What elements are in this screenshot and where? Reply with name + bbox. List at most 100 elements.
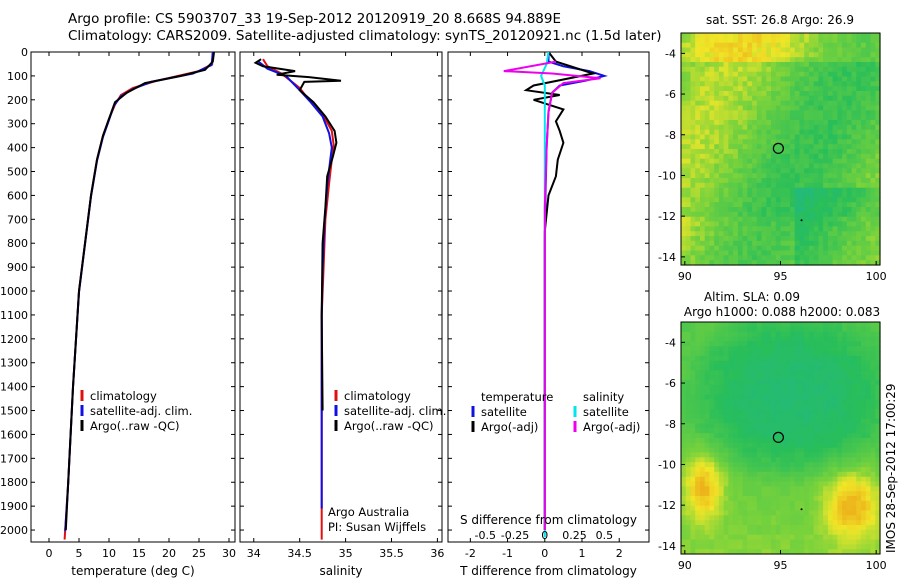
legend-title-salinity: salinity (583, 390, 624, 404)
map-y-tick-label: -14 (658, 251, 676, 264)
y-tick-label: 1600 (0, 428, 28, 441)
y-tick-label: 1700 (0, 452, 28, 465)
map-x-tick-label: 95 (774, 270, 788, 283)
profile-panel-1: 0 5 10 15 20 25 300100200300400500600700800900… (0, 46, 236, 578)
x-axis-label: temperature (deg C) (71, 564, 194, 578)
argo-position-marker (772, 431, 784, 443)
map-x-tick-label: 90 (678, 270, 692, 283)
plot-frame (30, 51, 236, 543)
plot-frame (239, 51, 443, 543)
secondary-x-tick-label: -0.5 (474, 529, 495, 542)
series-line-4 (503, 60, 601, 530)
map-y-tick-label: -8 (665, 129, 676, 142)
x-tick-label: 35.5 (379, 547, 404, 560)
map-x-tick-label: 100 (866, 559, 887, 572)
legend-entry: Argo(-adj) (481, 420, 538, 434)
secondary-x-tick-label: 0 (541, 529, 548, 542)
y-tick-label: 600 (7, 189, 28, 202)
y-tick-label: 1300 (0, 357, 28, 370)
y-tick-label: 400 (7, 142, 28, 155)
x-axis-label: salinity (319, 564, 362, 578)
series-line-3 (253, 58, 342, 411)
y-tick-label: 2000 (0, 524, 28, 537)
map-y-tick-label: -10 (658, 458, 676, 471)
y-tick-label: 1900 (0, 500, 28, 513)
map-y-tick-label: -12 (658, 210, 676, 223)
secondary-x-tick-label: -0.25 (501, 529, 529, 542)
x-tick-label: 34 (247, 547, 261, 560)
sla-map-title-line1: Altim. SLA: 0.09 (704, 290, 800, 304)
y-tick-label: 300 (7, 118, 28, 131)
profile-panel-2: 34 34.5 35 35.5 36 salinity (239, 51, 444, 578)
legend-entry: satellite (481, 405, 527, 419)
x-axis-label: T difference from climatology (459, 564, 637, 578)
figure-title-line1: Argo profile: CS 5903707_33 19-Sep-2012 … (68, 11, 562, 27)
legend-title-temperature: temperature (481, 390, 553, 404)
series-line-3 (64, 51, 215, 531)
x-tick-label: 35 (339, 547, 353, 560)
legend-entry: climatology (344, 389, 411, 403)
panel-annotation: Argo Australia (328, 505, 409, 519)
legend-entry: Argo(..raw -QC) (90, 419, 180, 433)
y-tick-label: 900 (7, 261, 28, 274)
map-y-tick-label: -12 (658, 499, 676, 512)
map-y-tick-label: -6 (665, 88, 676, 101)
y-tick-label: 500 (7, 166, 28, 179)
map-y-tick-label: -4 (665, 336, 676, 349)
y-tick-label: 800 (7, 237, 28, 250)
legend-entry: Argo(-adj) (583, 420, 640, 434)
x-tick-label: 36 (430, 547, 444, 560)
island-dot (800, 508, 803, 511)
x-tick-label: 30 (222, 547, 236, 560)
x-tick-label: 1 (579, 547, 586, 560)
legend-entry: Argo(..raw -QC) (344, 419, 434, 433)
map-y-tick-label: -14 (658, 540, 676, 553)
y-tick-label: 0 (21, 46, 28, 59)
x-tick-label: 25 (192, 547, 206, 560)
x-tick-label: 0 (46, 547, 53, 560)
plot-frame (447, 51, 650, 543)
island-dot (800, 219, 803, 222)
argo-position-marker (772, 142, 784, 154)
x-tick-label: 34.5 (287, 547, 312, 560)
timestamp-stamp: IMOS 28-Sep-2012 17:00:29 (884, 383, 898, 553)
legend-entry: satellite-adj. clim. (90, 404, 192, 418)
x-tick-label: 2 (616, 547, 623, 560)
legend-entry: satellite-adj. clim. (344, 404, 446, 418)
y-tick-label: 1800 (0, 476, 28, 489)
y-tick-label: 100 (7, 70, 28, 83)
x-tick-label: 15 (132, 547, 146, 560)
x-tick-label: 5 (76, 547, 83, 560)
x-tick-label: -2 (465, 547, 476, 560)
x-tick-label: 20 (162, 547, 176, 560)
profile-panel-3: -2 -1 0 1 2 T difference from climatology (447, 51, 650, 578)
map-x-tick-label: 90 (678, 559, 692, 572)
map-y-tick-label: -6 (665, 377, 676, 390)
sla-map-title-line2: Argo h1000: 0.088 h2000: 0.083 (684, 305, 880, 319)
map-y-tick-label: -8 (665, 418, 676, 431)
y-tick-label: 1400 (0, 381, 28, 394)
secondary-x-tick-label: 0.25 (562, 529, 587, 542)
y-tick-label: 1200 (0, 333, 28, 346)
x-tick-label: -1 (502, 547, 513, 560)
sst-map-title: sat. SST: 26.8 Argo: 26.9 (706, 13, 854, 27)
map-x-tick-label: 100 (866, 270, 887, 283)
x-tick-label: 10 (102, 547, 116, 560)
legend-entry: satellite (583, 405, 629, 419)
figure-title-line2: Climatology: CARS2009. Satellite-adjuste… (68, 28, 662, 44)
map-y-tick-label: -4 (665, 47, 676, 60)
y-tick-label: 1500 (0, 405, 28, 418)
y-tick-label: 1000 (0, 285, 28, 298)
map-x-tick-label: 95 (774, 559, 788, 572)
legend-entry: climatology (90, 389, 157, 403)
map-y-tick-label: -10 (658, 169, 676, 182)
x-tick-label: 0 (541, 547, 548, 560)
panel-annotation: PI: Susan Wijffels (328, 520, 426, 534)
y-tick-label: 200 (7, 94, 28, 107)
secondary-x-tick-label: 0.5 (596, 529, 614, 542)
secondary-x-axis-label: S difference from climatology (460, 513, 637, 527)
y-tick-label: 700 (7, 213, 28, 226)
